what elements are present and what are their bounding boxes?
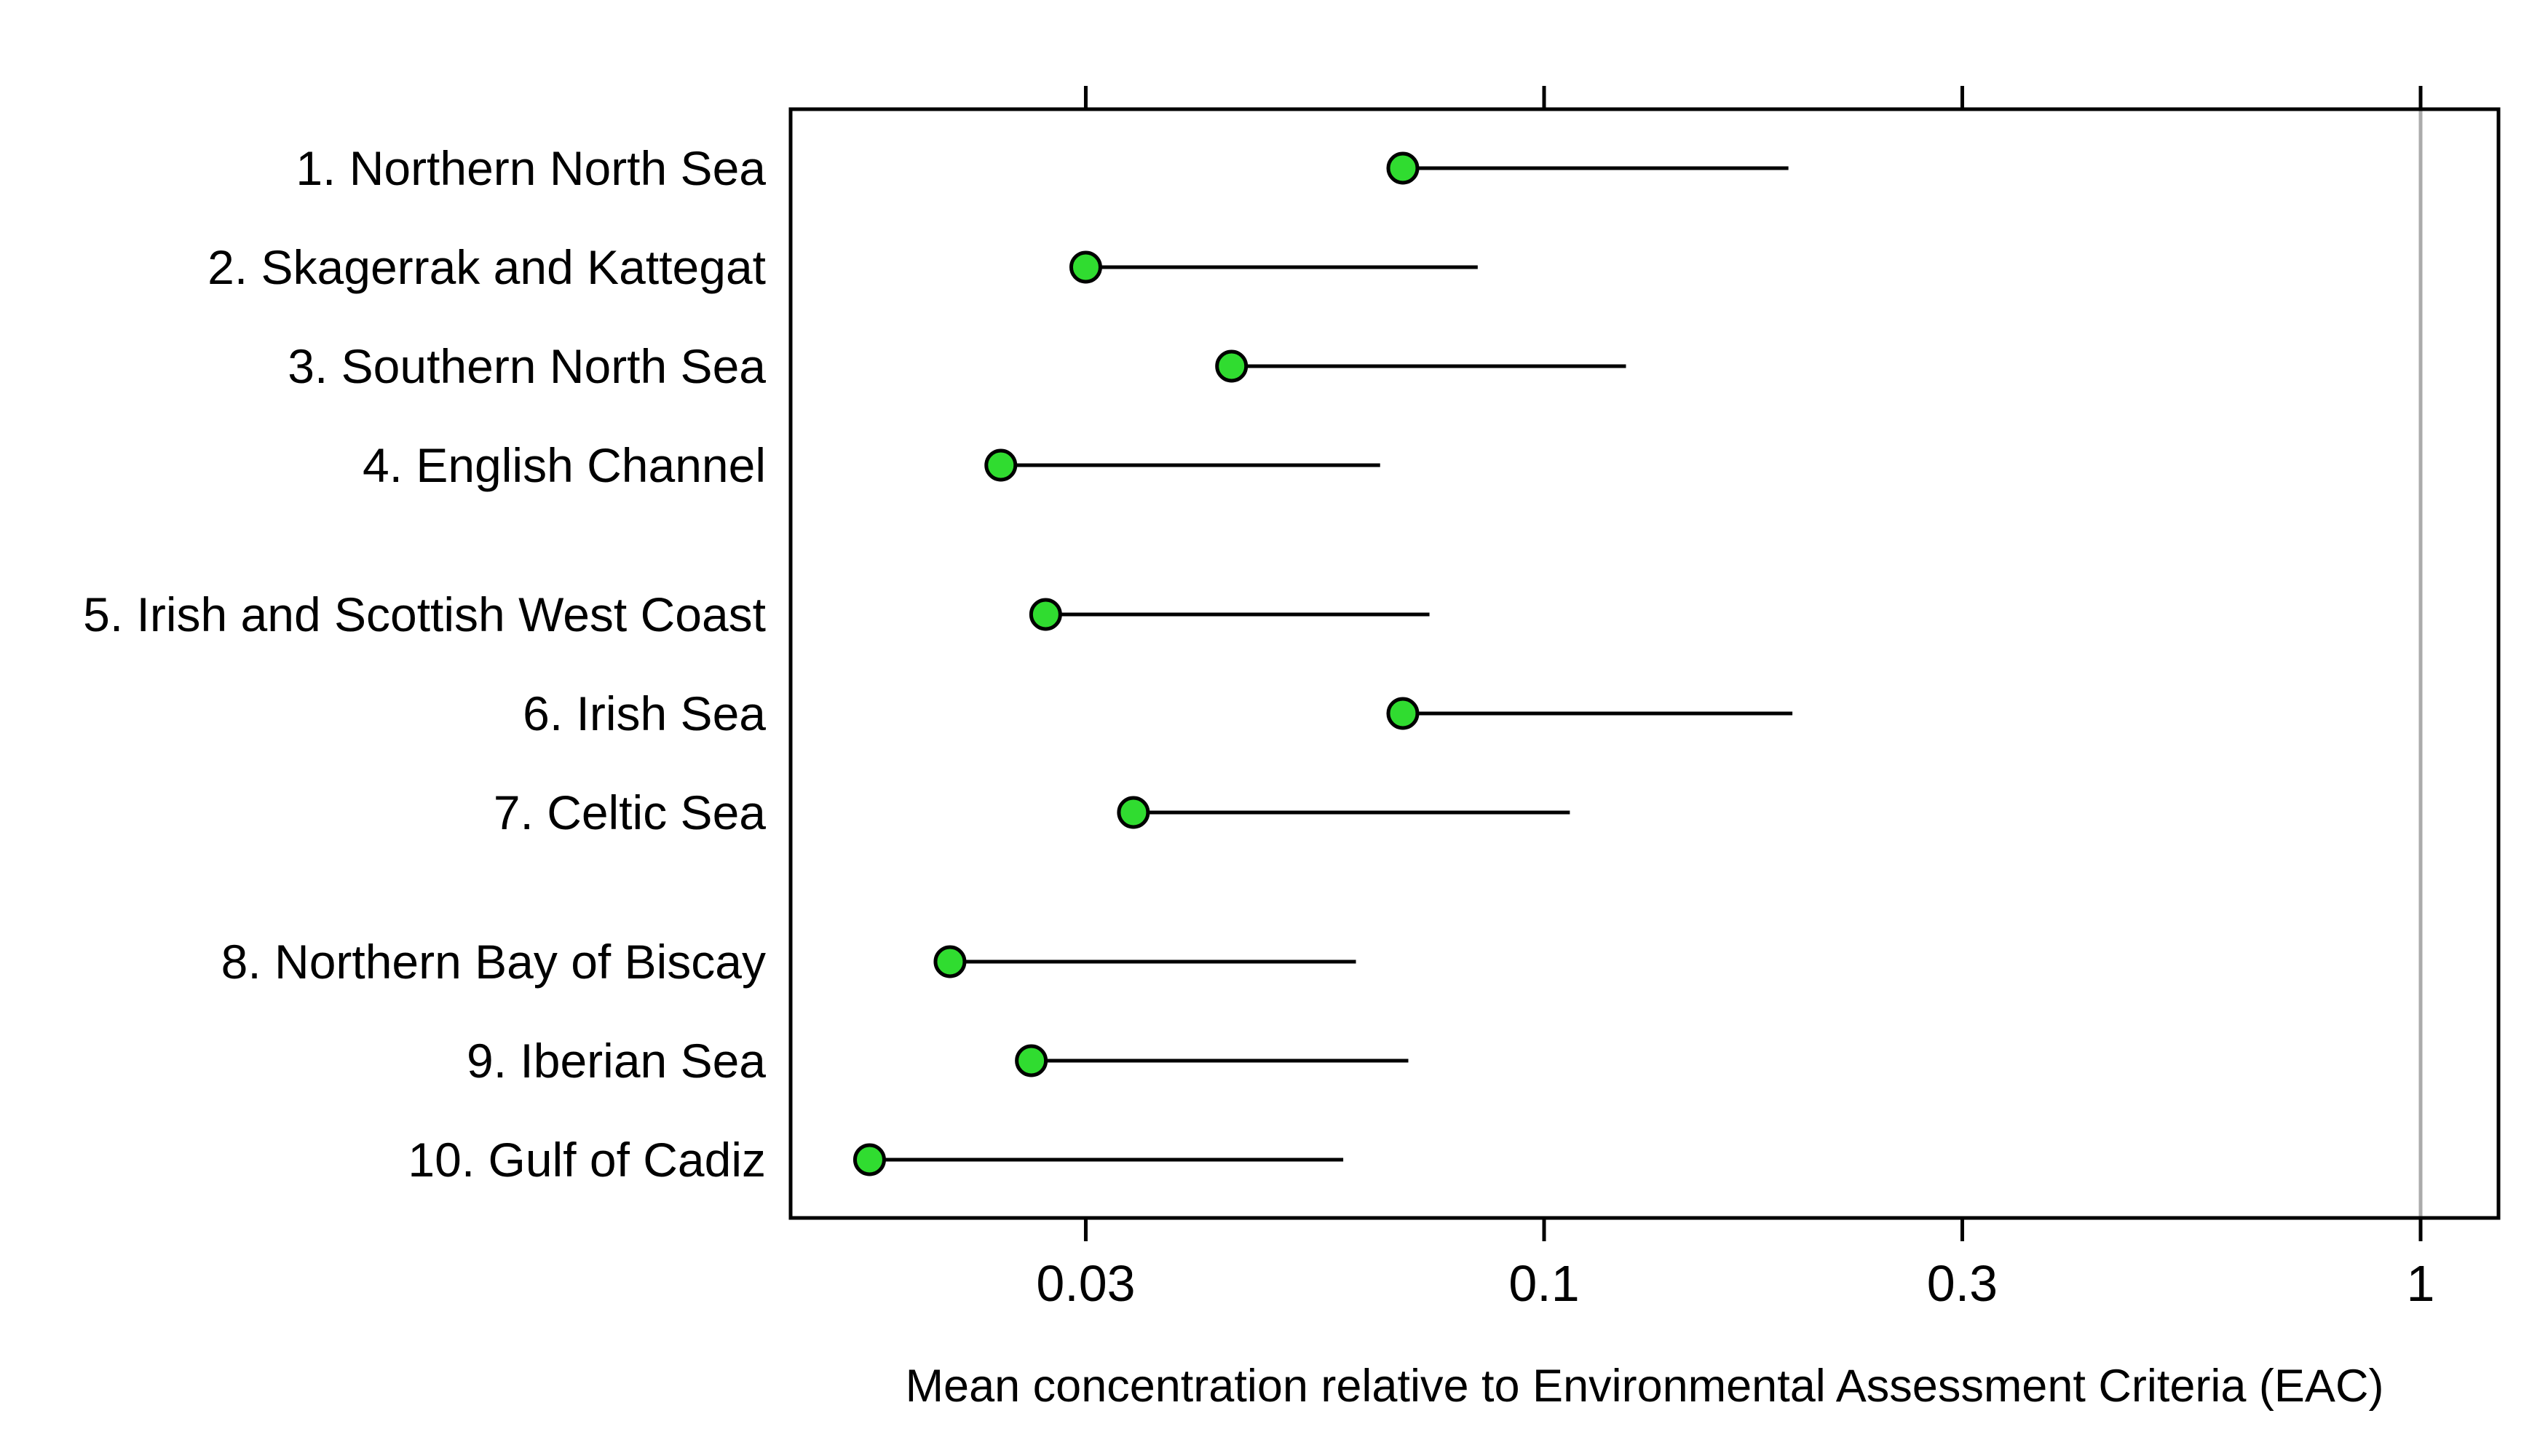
category-label: 6. Irish Sea [523, 687, 766, 740]
category-label: 8. Northern Bay of Biscay [221, 935, 766, 989]
data-point-dot [984, 448, 1018, 482]
data-point-dot [1215, 349, 1249, 383]
data-point-dot [1386, 151, 1420, 185]
data-point-dot [1029, 598, 1062, 631]
category-label: 10. Gulf of Cadiz [408, 1133, 766, 1187]
x-axis-title: Mean concentration relative to Environme… [905, 1361, 2384, 1412]
category-label: 7. Celtic Sea [494, 786, 766, 839]
category-label: 2. Skagerrak and Kattegat [207, 240, 766, 294]
data-point-dot [1015, 1044, 1048, 1077]
data-point-dot [1069, 250, 1102, 284]
x-axis-tick-label: 0.3 [1927, 1255, 1998, 1312]
x-axis-tick-label: 0.03 [1036, 1255, 1135, 1312]
x-axis-tick-label: 0.1 [1508, 1255, 1579, 1312]
category-label: 3. Southern North Sea [288, 339, 766, 393]
category-label: 4. English Channel [363, 438, 766, 492]
x-axis-tick-label: 1 [2407, 1255, 2435, 1312]
category-label: 9. Iberian Sea [467, 1034, 766, 1088]
data-point-dot [933, 945, 967, 978]
data-point-dot [1117, 796, 1150, 829]
plot-border [788, 107, 2501, 1220]
category-label: 5. Irish and Scottish West Coast [83, 587, 766, 641]
data-point-dot [852, 1143, 886, 1176]
data-point-dot [1386, 697, 1420, 730]
category-label: 1. Northern North Sea [296, 141, 766, 195]
